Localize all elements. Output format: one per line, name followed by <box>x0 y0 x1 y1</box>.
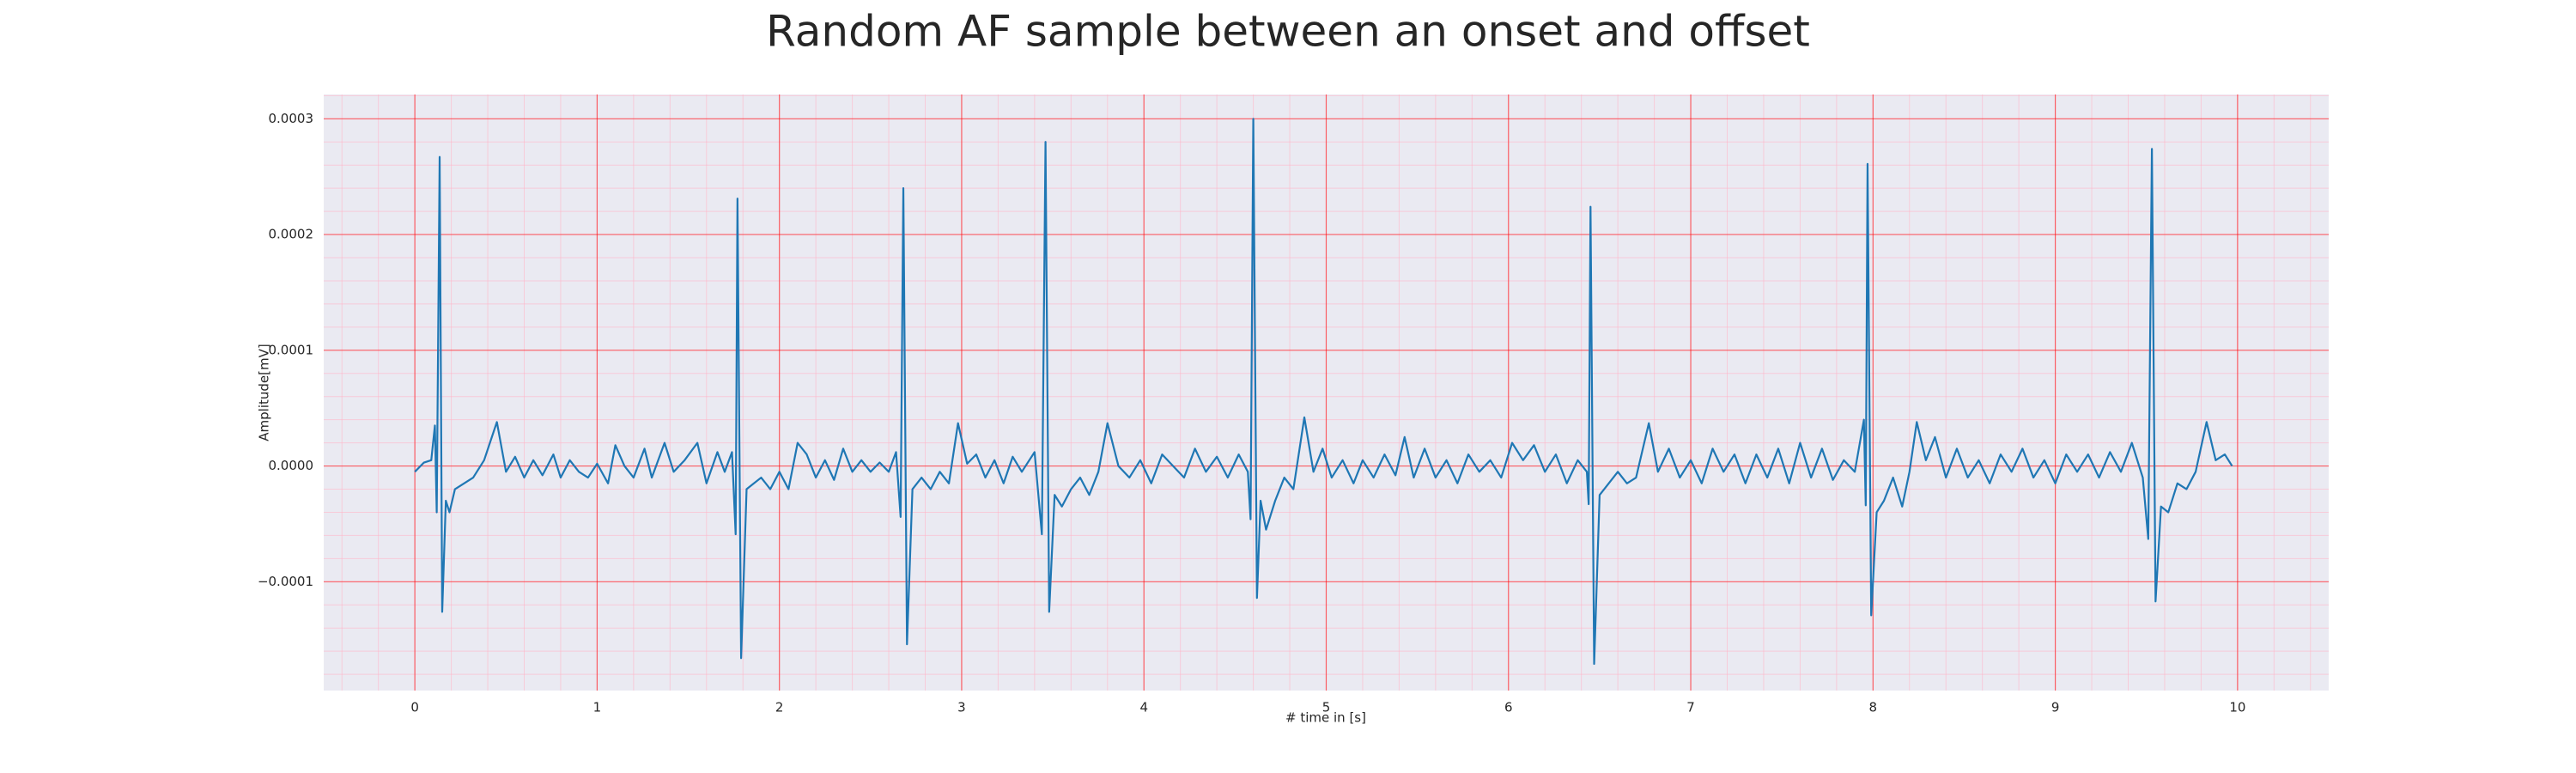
x-tick-label: 9 <box>2051 700 2060 715</box>
x-tick-label: 3 <box>957 700 966 715</box>
y-tick-label: 0.0003 <box>269 111 314 126</box>
chart-title: Random AF sample between an onset and of… <box>766 7 1810 57</box>
y-tick-label: −0.0001 <box>258 574 313 589</box>
x-tick-label: 10 <box>2229 700 2245 715</box>
y-tick-label: 0.0002 <box>269 227 314 242</box>
x-tick-label: 0 <box>410 700 419 715</box>
y-axis-label: Amplitude[mV] <box>257 344 272 441</box>
x-tick-label: 2 <box>775 700 784 715</box>
x-tick-label: 5 <box>1322 700 1331 715</box>
x-axis-label: # time in [s] <box>1285 710 1366 726</box>
x-tick-label: 7 <box>1686 700 1695 715</box>
y-tick-label: 0.0001 <box>269 342 314 357</box>
signal-line <box>414 118 2233 666</box>
x-tick-label: 4 <box>1139 700 1148 715</box>
x-tick-label: 6 <box>1504 700 1513 715</box>
x-tick-label: 8 <box>1869 700 1878 715</box>
x-tick-label: 1 <box>593 700 602 715</box>
y-tick-label: 0.0000 <box>269 458 314 473</box>
